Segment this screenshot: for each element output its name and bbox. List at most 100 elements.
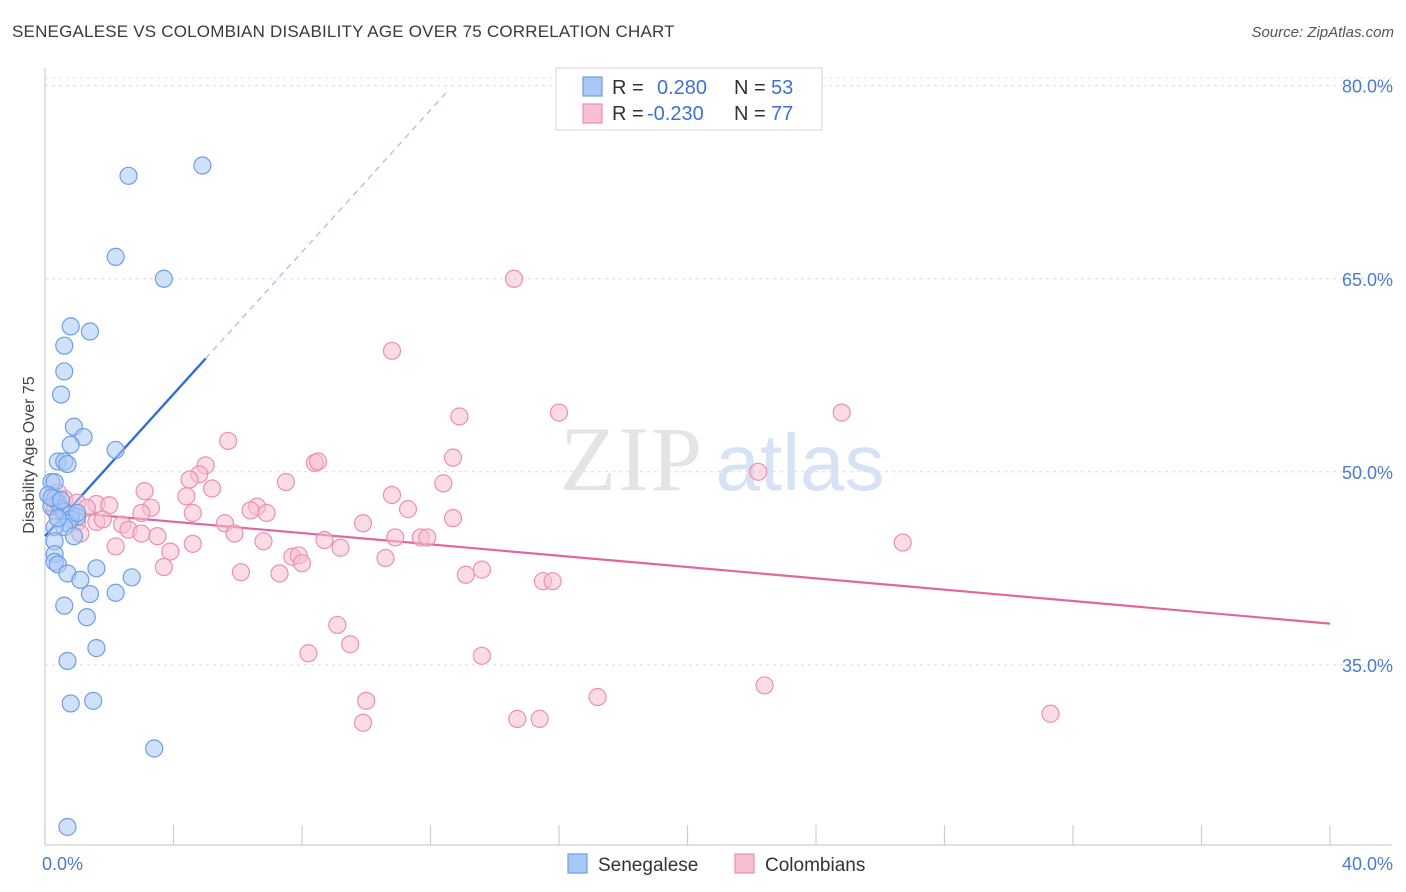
colombian-point-34	[353, 514, 373, 533]
colombian-point-39	[225, 524, 244, 543]
zipatlas-watermark: ZIP atlas	[560, 408, 884, 510]
colombian-point-57	[231, 563, 251, 582]
colombian-point-65	[472, 646, 491, 665]
colombian-point-5	[219, 431, 238, 451]
senegalese-point-47	[145, 739, 164, 758]
svg-text:ZIP: ZIP	[560, 408, 704, 510]
colombian-point-44	[418, 528, 437, 547]
y-tick-label-3: 80.0%	[1342, 77, 1393, 97]
senegalese-point-48	[58, 817, 77, 837]
bottom-legend-senegalese: Senegalese	[598, 855, 698, 876]
colombian-point-41	[315, 530, 334, 550]
colombian-point-15	[202, 479, 222, 498]
senegalese-point-15	[58, 454, 77, 474]
colombian-point-46	[183, 534, 202, 553]
x-tick-label-1: 40.0%	[1342, 854, 1393, 874]
bottom-legend-colombians: Colombians	[765, 855, 865, 876]
colombian-point-3	[549, 403, 569, 422]
colombian-point-18	[382, 485, 402, 505]
senegalese-point-44	[58, 651, 77, 671]
colombian-point-45	[254, 532, 273, 551]
colombian-point-53	[376, 548, 395, 568]
bottom-legend: Senegalese Colombians	[567, 853, 865, 876]
senegalese-point-7	[55, 362, 74, 381]
axes	[44, 68, 1392, 846]
senegalese-point-35	[87, 559, 106, 578]
colombian-point-26	[257, 503, 276, 523]
bottom-legend-swatch-colombians	[734, 853, 755, 874]
legend-r-value-2: -0.230	[647, 103, 704, 125]
colombian-point-50	[161, 542, 180, 561]
colombian-point-70	[508, 709, 527, 728]
legend-r-value-1: 0.280	[657, 77, 707, 99]
colombian-point-54	[292, 554, 312, 573]
tick-labels: 35.0% 50.0% 65.0% 80.0% 0.0% 40.0%	[42, 77, 1393, 874]
senegalese-point-2	[106, 247, 125, 266]
senegalese-point-12	[106, 440, 125, 460]
senegalese-point-6	[55, 336, 74, 355]
y-tick-label-2: 65.0%	[1342, 270, 1393, 290]
colombian-point-72	[353, 713, 373, 732]
senegalese-point-52	[68, 503, 87, 523]
y-tick-label-1: 50.0%	[1342, 463, 1393, 483]
senegalese-point-11	[61, 435, 80, 454]
trend-lines	[44, 91, 1331, 625]
colombian-point-13	[276, 472, 296, 492]
colombian-point-61	[543, 572, 562, 591]
svg-text:atlas: atlas	[716, 418, 885, 507]
source-label: Source: ZipAtlas.com	[1251, 24, 1394, 41]
senegalese-point-41	[55, 596, 74, 615]
senegalese-point-38	[71, 570, 90, 590]
colombian-point-56	[472, 560, 491, 579]
colombian-point-30	[443, 509, 463, 528]
colombian-point-69	[1041, 704, 1060, 723]
senegalese-trend-extension	[205, 91, 448, 359]
colombian-point-64	[299, 644, 318, 663]
senegalese-point-0	[119, 166, 138, 185]
senegalese-point-1	[193, 156, 212, 175]
colombian-point-2	[450, 407, 469, 426]
senegalese-point-50	[48, 509, 67, 528]
colombian-point-16	[135, 482, 154, 501]
legend-n-value-2: 77	[771, 103, 793, 125]
colombian-point-68	[357, 691, 376, 710]
y-axis-label: Disability Age Over 75	[21, 376, 38, 534]
senegalese-point-40	[106, 583, 125, 602]
colombian-point-4	[832, 403, 851, 422]
senegalese-point-46	[61, 694, 80, 713]
legend-n-value-1: 53	[771, 77, 793, 99]
x-tick-label-0: 0.0%	[42, 854, 83, 874]
colombian-point-55	[154, 557, 173, 577]
colombian-point-67	[588, 687, 607, 707]
legend: R = 0.280 N = 53 R = -0.230 N = 77	[555, 67, 823, 131]
legend-n-label-2: N =	[734, 103, 766, 125]
senegalese-point-43	[87, 639, 106, 658]
colombian-point-48	[331, 538, 350, 557]
colombian-point-14	[434, 474, 453, 493]
legend-swatch-senegalese	[582, 76, 603, 97]
senegalese-point-39	[80, 584, 100, 604]
colombian-point-62	[328, 615, 347, 635]
colombian-point-66	[755, 676, 774, 695]
colombian-point-6	[443, 448, 463, 467]
colombian-trend-line	[44, 509, 1331, 625]
colombian-point-58	[270, 564, 289, 583]
senegalese-point-42	[77, 608, 96, 627]
colombian-point-1	[382, 341, 402, 360]
colombian-point-40	[148, 527, 167, 546]
colombian-point-63	[341, 635, 360, 654]
colombian-point-25	[241, 501, 260, 520]
data-points	[39, 156, 1060, 837]
senegalese-point-5	[80, 322, 100, 341]
colombian-point-28	[132, 503, 151, 523]
senegalese-point-4	[61, 317, 80, 336]
colombian-point-10	[749, 462, 768, 481]
senegalese-point-3	[154, 269, 173, 288]
colombian-point-8	[308, 452, 328, 471]
senegalese-point-45	[84, 691, 103, 710]
colombian-point-29	[183, 503, 202, 523]
colombian-point-47	[106, 537, 125, 556]
senegalese-point-30	[64, 527, 84, 546]
colombian-point-42	[386, 528, 405, 547]
